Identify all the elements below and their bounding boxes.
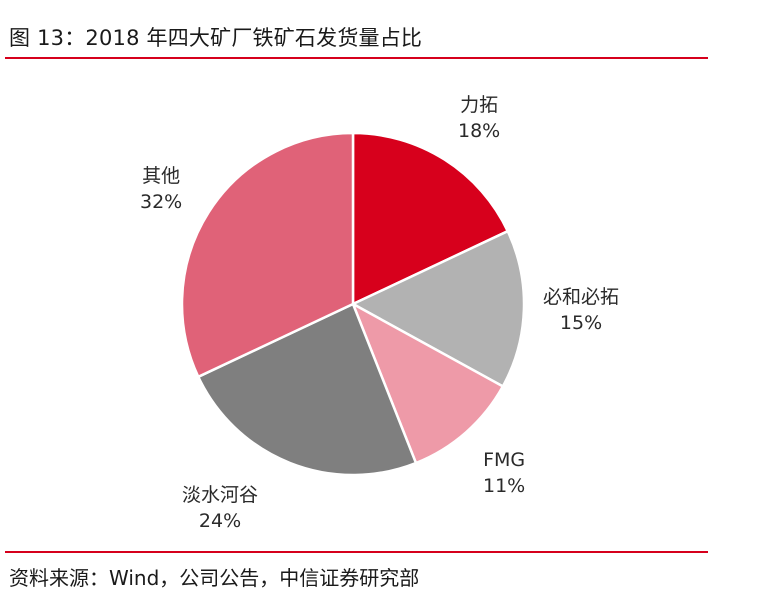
source-divider bbox=[5, 551, 708, 553]
title-divider bbox=[5, 57, 708, 59]
slice-bhp bbox=[351, 229, 526, 388]
label-vale: 淡水河谷 24% bbox=[182, 482, 258, 534]
slice-rio-tinto bbox=[351, 131, 509, 306]
label-name: 力拓 bbox=[460, 94, 499, 116]
label-bhp: 必和必拓 15% bbox=[543, 284, 619, 336]
source-note: 资料来源：Wind，公司公告，中信证券研究部 bbox=[9, 566, 420, 590]
slice-fmg bbox=[351, 302, 505, 465]
label-name: FMG bbox=[483, 449, 526, 471]
slice-vale bbox=[197, 302, 418, 477]
label-pct: 24% bbox=[198, 510, 242, 532]
label-pct: 15% bbox=[559, 312, 603, 334]
label-others: 其他 32% bbox=[140, 163, 182, 215]
pie-slices bbox=[180, 131, 526, 477]
label-pct: 32% bbox=[140, 191, 183, 213]
slice-others bbox=[180, 131, 355, 379]
label-name: 其他 bbox=[142, 165, 181, 187]
label-name: 必和必拓 bbox=[543, 286, 620, 308]
label-pct: 11% bbox=[483, 475, 526, 497]
label-pct: 18% bbox=[458, 120, 501, 142]
label-fmg: FMG 11% bbox=[483, 447, 525, 499]
chart-title: 图 13：2018 年四大矿厂铁矿石发货量占比 bbox=[9, 26, 423, 50]
label-rio-tinto: 力拓 18% bbox=[458, 92, 500, 144]
label-name: 淡水河谷 bbox=[182, 484, 259, 506]
